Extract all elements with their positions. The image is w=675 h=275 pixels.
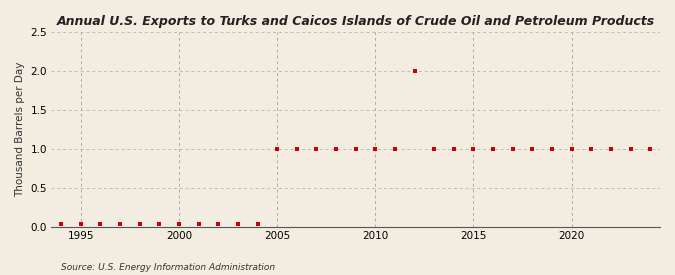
Point — [154, 222, 165, 226]
Point — [272, 147, 283, 151]
Point — [389, 147, 400, 151]
Point — [488, 147, 499, 151]
Point — [370, 147, 381, 151]
Point — [429, 147, 439, 151]
Point — [311, 147, 322, 151]
Point — [605, 147, 616, 151]
Point — [409, 69, 420, 73]
Point — [115, 222, 126, 226]
Point — [95, 222, 106, 226]
Point — [586, 147, 597, 151]
Point — [56, 222, 67, 226]
Point — [547, 147, 558, 151]
Point — [566, 147, 577, 151]
Point — [232, 222, 243, 226]
Point — [645, 147, 655, 151]
Point — [213, 222, 223, 226]
Point — [527, 147, 538, 151]
Point — [173, 222, 184, 226]
Point — [134, 222, 145, 226]
Y-axis label: Thousand Barrels per Day: Thousand Barrels per Day — [15, 62, 25, 197]
Point — [350, 147, 361, 151]
Point — [252, 222, 263, 226]
Point — [193, 222, 204, 226]
Point — [448, 147, 459, 151]
Point — [331, 147, 342, 151]
Point — [508, 147, 518, 151]
Text: Source: U.S. Energy Information Administration: Source: U.S. Energy Information Administ… — [61, 263, 275, 272]
Point — [292, 147, 302, 151]
Point — [625, 147, 636, 151]
Title: Annual U.S. Exports to Turks and Caicos Islands of Crude Oil and Petroleum Produ: Annual U.S. Exports to Turks and Caicos … — [57, 15, 655, 28]
Point — [468, 147, 479, 151]
Point — [76, 222, 86, 226]
